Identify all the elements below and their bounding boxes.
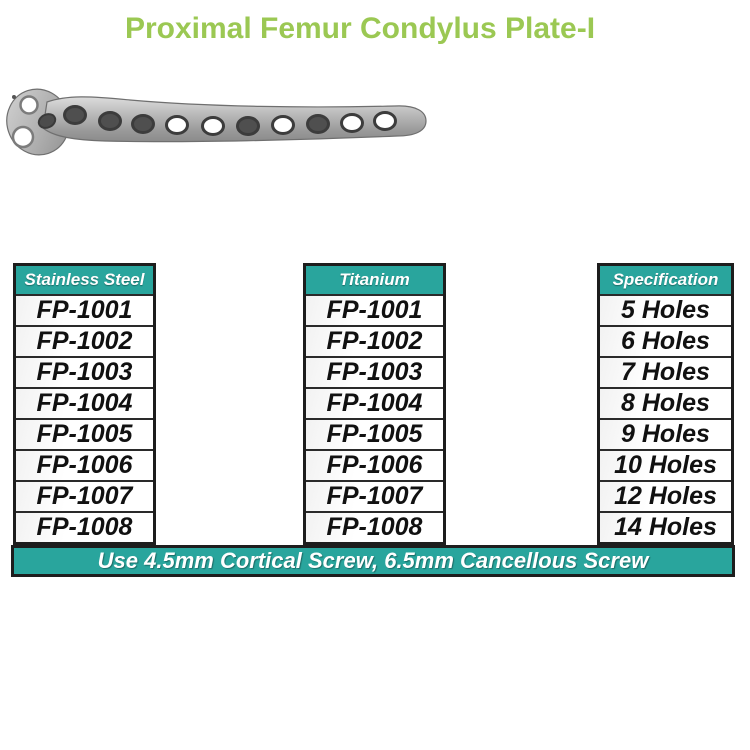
table-cell: FP-1007 (16, 480, 153, 511)
stainless-steel-table: Stainless Steel FP-1001 FP-1002 FP-1003 … (13, 263, 156, 545)
plate-head-hole (19, 95, 39, 115)
table-cell: 8 Holes (600, 387, 731, 418)
table-cell: FP-1003 (306, 356, 443, 387)
titanium-table: Titanium FP-1001 FP-1002 FP-1003 FP-1004… (303, 263, 446, 545)
table-cell: FP-1006 (306, 449, 443, 480)
table-cell: FP-1006 (16, 449, 153, 480)
table-cell: FP-1007 (306, 480, 443, 511)
table-header: Stainless Steel (16, 266, 153, 294)
bone-plate-image (5, 84, 435, 164)
table-cell: 9 Holes (600, 418, 731, 449)
page-title: Proximal Femur Condylus Plate-I (124, 12, 596, 45)
table-cell: FP-1008 (16, 511, 153, 542)
plate-shaft-holes (63, 105, 397, 136)
table-header: Titanium (306, 266, 443, 294)
table-header: Specification (600, 266, 731, 294)
table-cell: 12 Holes (600, 480, 731, 511)
table-cell: 10 Holes (600, 449, 731, 480)
table-cell: FP-1002 (306, 325, 443, 356)
table-cell: FP-1002 (16, 325, 153, 356)
specification-table: Specification 5 Holes 6 Holes 7 Holes 8 … (597, 263, 734, 545)
table-cell: 6 Holes (600, 325, 731, 356)
table-cell: FP-1001 (306, 294, 443, 325)
footer-note: Use 4.5mm Cortical Screw, 6.5mm Cancello… (11, 545, 735, 577)
table-cell: FP-1003 (16, 356, 153, 387)
plate-head-hole (37, 113, 57, 129)
table-cell: FP-1005 (306, 418, 443, 449)
table-cell: FP-1005 (16, 418, 153, 449)
table-cell: FP-1004 (16, 387, 153, 418)
plate-head-hole (11, 125, 35, 149)
table-cell: 7 Holes (600, 356, 731, 387)
bone-plate-illustration (6, 88, 427, 156)
table-cell: 5 Holes (600, 294, 731, 325)
plate-small-hole (12, 95, 16, 99)
table-cell: 14 Holes (600, 511, 731, 542)
table-cell: FP-1001 (16, 294, 153, 325)
table-cell: FP-1004 (306, 387, 443, 418)
table-cell: FP-1008 (306, 511, 443, 542)
